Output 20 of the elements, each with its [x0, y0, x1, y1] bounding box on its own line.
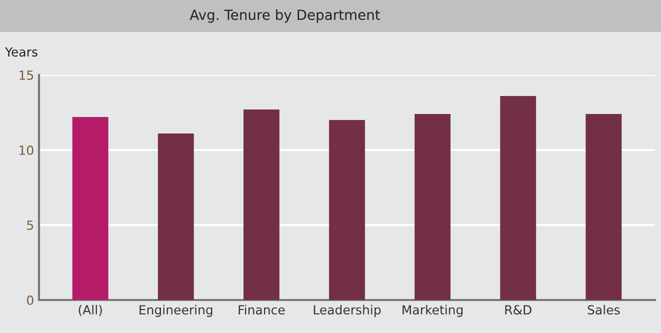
bar: [586, 114, 622, 300]
x-tick-label: Sales: [588, 304, 620, 315]
bar: [414, 114, 451, 300]
bar: [329, 120, 365, 300]
x-tick-label: Leadership: [314, 304, 381, 317]
bar: [158, 134, 194, 300]
y-tick-label: 5: [27, 220, 34, 230]
y-tick-label: 15: [20, 70, 34, 80]
x-tick-label: Marketing: [402, 304, 463, 317]
chart-title: Avg. Tenure by Department: [190, 9, 380, 23]
bar: [500, 96, 536, 300]
x-tick-label: R&D: [505, 305, 532, 315]
bar: [243, 110, 280, 300]
y-axis-title: Years: [4, 47, 38, 57]
y-tick-label: 0: [27, 295, 34, 305]
y-tick-label: 10: [20, 145, 34, 155]
bar: [72, 117, 108, 300]
x-tick-label: Engineering: [140, 304, 212, 317]
x-tick-label: (All): [78, 304, 102, 316]
x-tick-label: Finance: [238, 304, 285, 315]
